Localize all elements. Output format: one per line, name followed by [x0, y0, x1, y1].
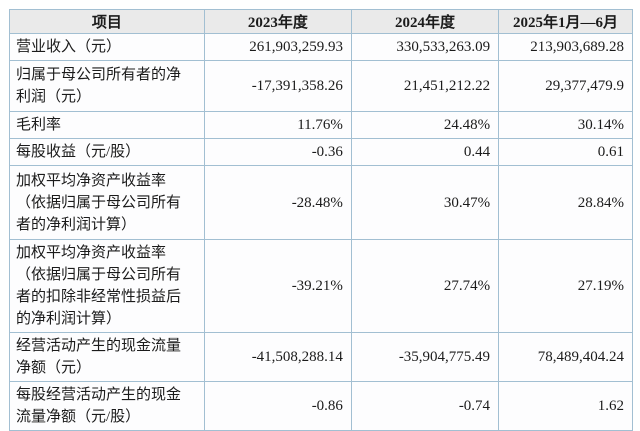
header-cell: 2024年度 [350, 9, 500, 34]
value-cell: 27.19% [498, 239, 633, 333]
value-cell: -0.36 [203, 138, 352, 166]
value-cell: -41,508,288.14 [203, 332, 352, 382]
header-cell: 2023年度 [203, 9, 352, 34]
table-row: 加权平均净资产收益率 （依据归属于母公司所有 者的扣除非经常性损益后 的净利润计… [9, 239, 633, 333]
value-cell: -17,391,358.26 [203, 60, 352, 112]
value-cell: 261,903,259.93 [203, 33, 352, 61]
table-row: 加权平均净资产收益率 （依据归属于母公司所有 者的净利润计算） -28.48% 30… [9, 165, 633, 240]
row-label-cell: 每股收益（元/股） [9, 138, 205, 166]
value-cell: 330,533,263.09 [350, 33, 500, 61]
value-cell: 29,377,479.9 [498, 60, 633, 112]
value-cell: 0.44 [350, 138, 500, 166]
value-cell: -28.48% [203, 165, 352, 240]
header-row: 项目 2023年度 2024年度 2025年1月—6月 [9, 9, 633, 34]
value-cell: 30.47% [350, 165, 500, 240]
value-cell: -0.86 [203, 381, 352, 431]
financial-summary-table: 项目 2023年度 2024年度 2025年1月—6月 营业收入（元） 261,903,… [9, 9, 633, 431]
header-cell: 项目 [9, 9, 205, 34]
row-label-cell: 营业收入（元） [9, 33, 205, 61]
row-label-cell: 毛利率 [9, 111, 205, 139]
value-cell: 28.84% [498, 165, 633, 240]
value-cell: 78,489,404.24 [498, 332, 633, 382]
value-cell: 213,903,689.28 [498, 33, 633, 61]
value-cell: 0.61 [498, 138, 633, 166]
row-label-cell: 加权平均净资产收益率 （依据归属于母公司所有 者的净利润计算） [9, 165, 205, 240]
value-cell: 30.14% [498, 111, 633, 139]
value-cell: 21,451,212.22 [350, 60, 500, 112]
table-row: 经营活动产生的现金流量 净额（元） -41,508,288.14 -35,904,7… [9, 332, 633, 382]
table-row: 每股经营活动产生的现金 流量净额（元/股） -0.86 -0.74 1.62 [9, 381, 633, 431]
table-row: 毛利率 11.76% 24.48% 30.14% [9, 111, 633, 139]
header-cell: 2025年1月—6月 [498, 9, 633, 34]
value-cell: 1.62 [498, 381, 633, 431]
value-cell: -39.21% [203, 239, 352, 333]
row-label-cell: 每股经营活动产生的现金 流量净额（元/股） [9, 381, 205, 431]
row-label-cell: 经营活动产生的现金流量 净额（元） [9, 332, 205, 382]
table-row: 每股收益（元/股） -0.36 0.44 0.61 [9, 138, 633, 166]
row-label-cell: 加权平均净资产收益率 （依据归属于母公司所有 者的扣除非经常性损益后 的净利润计… [9, 239, 205, 333]
table-body: 营业收入（元） 261,903,259.93 330,533,263.09 213,9… [9, 33, 633, 431]
table-row: 营业收入（元） 261,903,259.93 330,533,263.09 213,9… [9, 33, 633, 61]
value-cell: -0.74 [350, 381, 500, 431]
value-cell: 24.48% [350, 111, 500, 139]
table-row: 归属于母公司所有者的净 利润（元） -17,391,358.26 21,451,21… [9, 60, 633, 112]
value-cell: 27.74% [350, 239, 500, 333]
row-label-cell: 归属于母公司所有者的净 利润（元） [9, 60, 205, 112]
financial-summary-page: 项目 2023年度 2024年度 2025年1月—6月 营业收入（元） 261,903,… [9, 9, 633, 431]
value-cell: -35,904,775.49 [350, 332, 500, 382]
value-cell: 11.76% [203, 111, 352, 139]
